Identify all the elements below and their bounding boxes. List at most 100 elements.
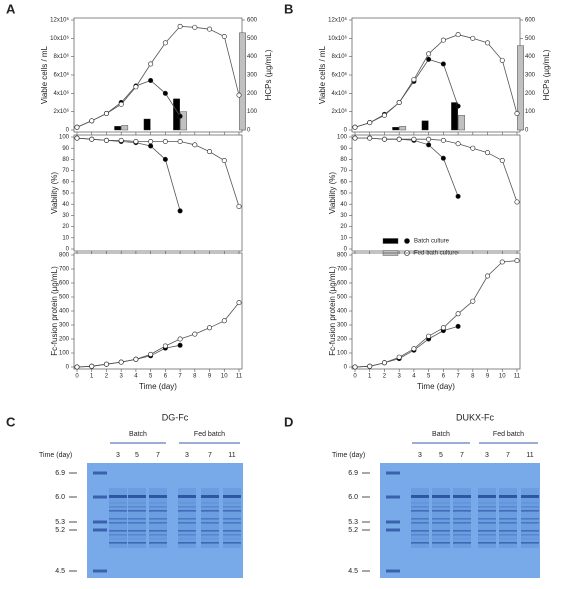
y2-tick-label: 0 [525,128,529,134]
y-tick-label: 80 [340,157,347,163]
legend-marker [404,238,410,244]
series-line [76,25,240,128]
point [207,149,213,155]
lane-smear [411,488,429,548]
gel-band [178,510,196,512]
gel-band [453,502,471,504]
point [236,92,242,98]
y-tick-label: 800 [59,253,70,259]
y2-tick-label: 300 [525,73,536,79]
point [440,155,446,161]
hcp-bar [239,32,246,131]
y-tick-label: 12x10⁶ [328,17,347,24]
point [470,298,476,304]
gel-band [149,502,167,504]
x-tick-label: 8 [471,374,475,380]
series-line [76,137,240,207]
point [177,342,183,348]
gel-band [453,510,471,512]
y-tick-label: 6x10⁶ [332,72,348,79]
point [367,135,373,141]
gel-band [478,530,496,532]
y-tick-label: 0 [66,247,70,253]
y2-tick-label: 200 [525,91,536,97]
y-tick-label: 2x10⁶ [54,108,70,115]
point [396,100,402,106]
gel-band [478,542,496,544]
gel-band [149,538,167,540]
point [455,311,461,317]
y-tick-label: 40 [340,202,347,208]
gel-band [521,518,539,520]
lane-label: 7 [506,452,510,459]
point [426,56,432,62]
gel-band [109,506,127,508]
lane-label: 5 [135,452,139,459]
x-tick-label: 6 [442,374,446,380]
gel-band [521,538,539,540]
legend-label: Batch culture [414,239,450,245]
gel-band [432,502,450,504]
x-tick-label: 3 [398,374,402,380]
gel-band [128,538,146,540]
point [381,360,387,366]
gel-band [128,534,146,536]
y2-tick-label: 100 [525,109,536,115]
y2-tick-label: 0 [247,128,251,134]
group-label: Fed batch [493,431,524,438]
y-tick-label: 70 [340,168,347,174]
point [207,325,213,331]
main-band [128,495,146,498]
gel-band [201,518,219,520]
point [148,351,154,357]
gel-band [521,542,539,544]
ladder-band [386,528,400,532]
x-tick-label: 2 [383,374,387,380]
series-line [355,137,459,197]
hcp-bar [421,120,429,131]
point [455,103,461,109]
gel-band [201,510,219,512]
panel-label: B [284,1,293,16]
ladder-band [93,528,107,532]
gel-band [149,510,167,512]
group-label: Fed batch [194,431,225,438]
gel-band [411,510,429,512]
gel-band [178,538,196,540]
point [470,145,476,151]
y-tick-label: 30 [340,213,347,219]
marker-label: 5.2 [55,527,65,534]
main-band [201,495,219,498]
lane-label: 7 [156,452,160,459]
gel-band [453,506,471,508]
y-tick-label: 50 [62,191,69,197]
point [411,77,417,83]
y2-tick-label: 600 [247,18,258,24]
y-tick-label: 100 [59,351,70,357]
gel-band [478,538,496,540]
point [133,356,139,362]
gel-band [432,510,450,512]
y-tick-label: 8x10⁶ [54,53,70,60]
gel-band [432,518,450,520]
gel-band [411,518,429,520]
main-band [499,495,517,498]
gel-band [478,510,496,512]
ladder-band [93,471,107,475]
gel-band [109,502,127,504]
gel-band [453,542,471,544]
series-line [76,137,181,212]
gel-band [521,506,539,508]
y2-tick-label: 500 [247,36,258,42]
legend-label: Fed-bath culture [414,251,458,257]
lane-smear [499,488,517,548]
gel-band [478,534,496,536]
hcp-bar [392,127,400,131]
hcp-bar [180,111,187,131]
x-tick-label: 0 [75,374,79,380]
gel-band [109,518,127,520]
lane-label: 3 [116,452,120,459]
main-band [223,495,241,498]
y-tick-label: 20 [62,224,69,230]
ladder-band [93,495,107,499]
